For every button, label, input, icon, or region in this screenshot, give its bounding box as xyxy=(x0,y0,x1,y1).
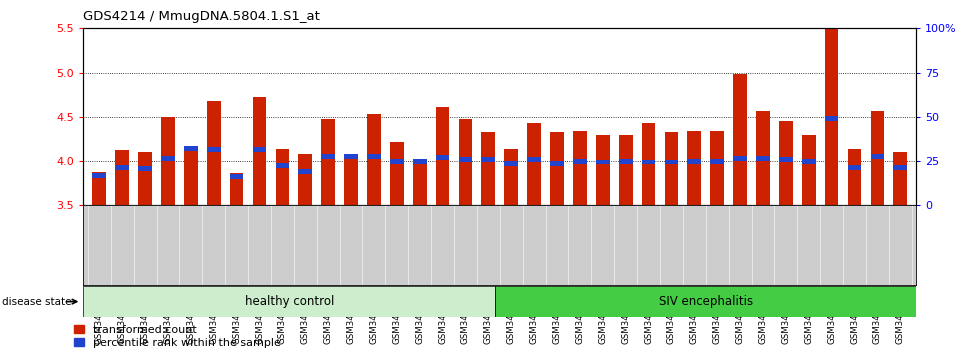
Bar xyxy=(505,149,518,205)
Bar xyxy=(436,107,450,205)
Bar xyxy=(253,97,267,205)
Bar xyxy=(161,156,174,161)
Bar xyxy=(92,172,106,205)
Bar xyxy=(802,135,815,205)
Text: SIV encephalitis: SIV encephalitis xyxy=(659,295,753,308)
Bar xyxy=(83,286,495,317)
Bar xyxy=(436,155,450,160)
Bar xyxy=(368,114,381,205)
Text: healthy control: healthy control xyxy=(245,295,334,308)
Bar xyxy=(275,149,289,205)
Bar xyxy=(710,131,724,205)
Bar xyxy=(573,159,587,164)
Bar xyxy=(459,157,472,162)
Bar xyxy=(710,159,724,164)
Bar xyxy=(207,147,220,152)
Text: disease state: disease state xyxy=(2,297,72,307)
Bar xyxy=(495,286,916,317)
Bar xyxy=(596,135,610,205)
Text: GDS4214 / MmugDNA.5804.1.S1_at: GDS4214 / MmugDNA.5804.1.S1_at xyxy=(83,10,320,23)
Bar xyxy=(413,159,426,164)
Bar xyxy=(825,28,839,205)
Bar xyxy=(229,172,243,205)
Bar xyxy=(368,154,381,159)
Bar xyxy=(138,166,152,171)
Bar xyxy=(733,74,747,205)
Bar xyxy=(573,131,587,205)
Bar xyxy=(275,163,289,168)
Bar xyxy=(848,165,861,170)
Bar xyxy=(161,117,174,205)
Bar xyxy=(687,131,701,205)
Legend: transformed count, percentile rank within the sample: transformed count, percentile rank withi… xyxy=(74,325,281,348)
Bar xyxy=(664,132,678,205)
Bar xyxy=(299,169,313,174)
Bar xyxy=(390,142,404,205)
Bar xyxy=(459,120,472,205)
Bar xyxy=(642,160,656,164)
Bar xyxy=(894,152,907,205)
Bar xyxy=(596,160,610,164)
Bar xyxy=(664,160,678,164)
Bar xyxy=(344,154,358,205)
Bar xyxy=(116,165,129,170)
Bar xyxy=(757,110,770,205)
Bar xyxy=(618,159,632,164)
Bar xyxy=(184,150,198,205)
Bar xyxy=(825,116,839,121)
Bar xyxy=(894,165,907,170)
Bar xyxy=(138,152,152,205)
Bar xyxy=(505,161,518,166)
Bar xyxy=(848,149,861,205)
Bar xyxy=(344,154,358,159)
Bar xyxy=(390,159,404,164)
Bar xyxy=(779,157,793,162)
Bar xyxy=(733,156,747,161)
Bar xyxy=(207,101,220,205)
Bar xyxy=(757,156,770,161)
Bar xyxy=(184,146,198,151)
Bar xyxy=(481,132,495,205)
Bar xyxy=(321,154,335,159)
Bar xyxy=(527,123,541,205)
Bar xyxy=(687,159,701,164)
Bar xyxy=(642,123,656,205)
Bar xyxy=(802,159,815,164)
Bar xyxy=(229,174,243,178)
Bar xyxy=(253,147,267,152)
Bar xyxy=(413,161,426,205)
Bar xyxy=(779,121,793,205)
Bar xyxy=(299,154,313,205)
Bar xyxy=(870,110,884,205)
Bar xyxy=(870,154,884,159)
Bar xyxy=(550,161,564,166)
Bar xyxy=(481,157,495,162)
Bar xyxy=(92,173,106,178)
Bar xyxy=(618,135,632,205)
Bar xyxy=(527,157,541,162)
Bar xyxy=(550,132,564,205)
Bar xyxy=(116,150,129,205)
Bar xyxy=(321,120,335,205)
